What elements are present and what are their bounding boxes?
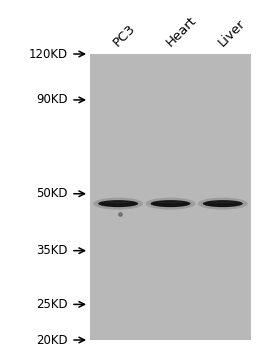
Ellipse shape xyxy=(156,201,185,204)
Text: 25KD: 25KD xyxy=(36,298,68,311)
Text: 50KD: 50KD xyxy=(37,187,68,200)
Ellipse shape xyxy=(203,200,243,207)
Text: 35KD: 35KD xyxy=(37,244,68,257)
Text: 90KD: 90KD xyxy=(36,93,68,107)
Ellipse shape xyxy=(198,198,248,210)
Text: 120KD: 120KD xyxy=(29,47,68,61)
Ellipse shape xyxy=(93,198,143,210)
Ellipse shape xyxy=(209,201,237,204)
Text: Liver: Liver xyxy=(216,17,248,49)
Bar xyxy=(90,54,251,340)
Ellipse shape xyxy=(98,200,138,207)
Ellipse shape xyxy=(104,201,132,204)
Ellipse shape xyxy=(145,198,196,210)
Text: PC3: PC3 xyxy=(111,22,138,49)
Text: 20KD: 20KD xyxy=(36,333,68,347)
Text: Heart: Heart xyxy=(163,14,199,49)
Ellipse shape xyxy=(151,200,190,207)
